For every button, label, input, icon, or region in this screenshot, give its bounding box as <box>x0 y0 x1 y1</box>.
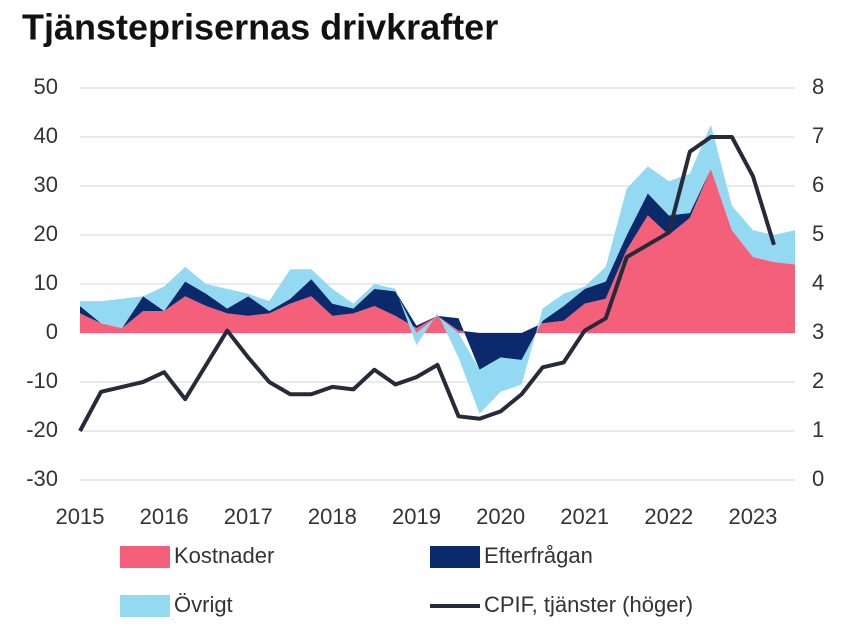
y2-tick-label: 6 <box>812 172 824 197</box>
x-tick-label: 2017 <box>224 504 273 529</box>
y2-tick-label: 3 <box>812 319 824 344</box>
y-tick-label: 20 <box>34 221 58 246</box>
y-tick-label: 50 <box>34 74 58 99</box>
legend-label: Kostnader <box>174 543 274 568</box>
legend-label: CPIF, tjänster (höger) <box>484 592 693 617</box>
x-tick-label: 2019 <box>392 504 441 529</box>
x-tick-label: 2022 <box>644 504 693 529</box>
y2-tick-label: 5 <box>812 221 824 246</box>
y-tick-label: -10 <box>26 368 58 393</box>
legend-swatch <box>120 595 170 617</box>
y2-tick-label: 4 <box>812 270 824 295</box>
legend-swatch <box>120 546 170 568</box>
y-tick-label: 10 <box>34 270 58 295</box>
y-tick-label: 0 <box>46 319 58 344</box>
legend-swatch <box>430 546 480 568</box>
legend-label: Övrigt <box>174 592 233 617</box>
x-tick-label: 2020 <box>476 504 525 529</box>
y-tick-label: -20 <box>26 417 58 442</box>
x-tick-label: 2018 <box>308 504 357 529</box>
y2-tick-label: 0 <box>812 466 824 491</box>
y-tick-label: 40 <box>34 123 58 148</box>
y2-tick-label: 8 <box>812 74 824 99</box>
chart-title: Tjänsteprisernas drivkrafter <box>22 7 498 48</box>
y2-tick-label: 1 <box>812 417 824 442</box>
line <box>78 135 776 432</box>
x-tick-label: 2015 <box>56 504 105 529</box>
legend-label: Efterfrågan <box>484 543 593 568</box>
x-tick-label: 2023 <box>728 504 777 529</box>
y-tick-label: -30 <box>26 466 58 491</box>
x-tick-label: 2021 <box>560 504 609 529</box>
y2-tick-label: 7 <box>812 123 824 148</box>
y-tick-label: 30 <box>34 172 58 197</box>
y2-tick-label: 2 <box>812 368 824 393</box>
x-tick-label: 2016 <box>140 504 189 529</box>
